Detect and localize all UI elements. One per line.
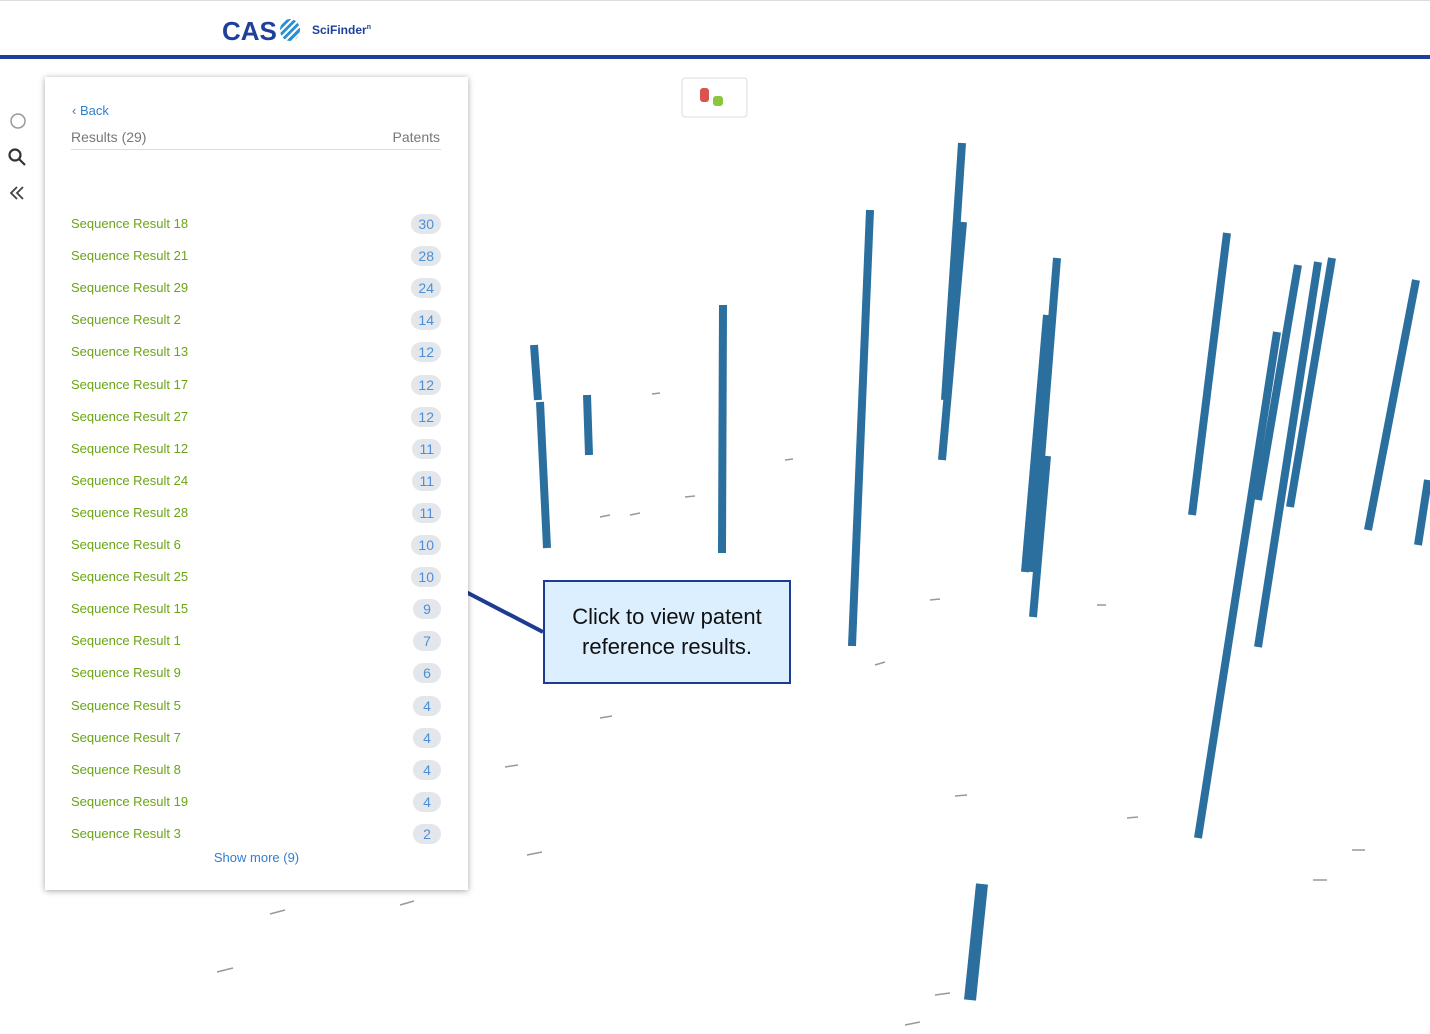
icon <box>713 96 723 106</box>
patent-count[interactable]: 11 <box>412 470 441 491</box>
patent-count[interactable]: 4 <box>413 791 441 812</box>
patent-count[interactable]: 4 <box>413 695 441 716</box>
patent-count[interactable]: 4 <box>413 759 441 780</box>
column-label: Patents <box>392 129 440 145</box>
header: CAS SciFindern <box>0 0 1430 59</box>
patent-count[interactable]: 9 <box>413 599 441 620</box>
result-row: Sequence Result 2 14 <box>71 308 441 332</box>
patent-count[interactable]: 10 <box>411 567 441 588</box>
result-name[interactable]: Sequence Result 2 <box>71 312 181 328</box>
result-name[interactable]: Sequence Result 9 <box>71 665 181 681</box>
patent-count[interactable]: 11 <box>412 438 441 459</box>
result-row: Sequence Result 25 10 <box>71 565 441 589</box>
result-name[interactable]: Sequence Result 6 <box>71 537 181 552</box>
patent-count[interactable]: 12 <box>411 342 441 363</box>
result-row: Sequence Result 6 10 <box>71 533 441 557</box>
result-name[interactable]: Sequence Result 17 <box>71 376 189 392</box>
result-row: Sequence Result 8 4 <box>71 758 441 782</box>
product-sup: n <box>366 24 371 31</box>
result-row: Sequence Result 19 4 <box>71 790 441 814</box>
result-name[interactable]: Sequence Result 1 <box>71 633 181 649</box>
patent-count[interactable]: 2 <box>413 823 441 844</box>
patent-count[interactable]: 12 <box>411 374 441 395</box>
result-name[interactable]: Sequence Result 25 <box>71 569 189 585</box>
base-marks <box>216 392 1365 1026</box>
result-name[interactable]: Sequence Result 13 <box>71 344 189 360</box>
callout: Click to view patent reference results. <box>543 580 791 684</box>
result-row: Sequence Result 28 11 <box>71 501 441 525</box>
result-row: Sequence Result 29 24 <box>71 276 441 300</box>
result-name[interactable]: Sequence Result 7 <box>71 729 181 745</box>
brand: CAS <box>222 16 277 46</box>
patent-count[interactable]: 11 <box>412 502 441 523</box>
result-name[interactable]: Sequence Result 24 <box>71 472 189 488</box>
result-name[interactable]: Sequence Result 18 <box>71 216 189 231</box>
patent-count[interactable]: 24 <box>411 278 441 299</box>
bars <box>530 142 1430 1001</box>
patent-count[interactable]: 14 <box>411 310 441 331</box>
result-row: Sequence Result 3 2 <box>71 822 441 846</box>
result-name[interactable]: Sequence Result 5 <box>71 697 181 713</box>
icon <box>700 88 709 102</box>
patent-count[interactable]: 4 <box>413 727 441 748</box>
result-name[interactable]: Sequence Result 29 <box>71 280 189 296</box>
back-link[interactable]: ‹ Back <box>72 103 109 118</box>
patent-count[interactable]: 6 <box>413 663 441 684</box>
callout-text: Click to view patent reference results. <box>572 604 762 659</box>
result-row: Sequence Result 21 28 <box>71 244 441 268</box>
patent-count[interactable]: 28 <box>411 246 441 267</box>
result-name[interactable]: Sequence Result 8 <box>71 761 181 777</box>
patent-count[interactable]: 12 <box>411 406 441 427</box>
molecule-tool[interactable] <box>10 113 26 129</box>
patent-count[interactable]: 30 <box>411 214 441 234</box>
product-name: SciFinder <box>312 23 367 37</box>
back-text: Back <box>79 103 109 118</box>
result-row: Sequence Result 13 12 <box>71 340 441 364</box>
result-name[interactable]: Sequence Result 28 <box>71 504 189 520</box>
result-name[interactable]: Sequence Result 19 <box>71 793 189 809</box>
result-row: Sequence Result 15 9 <box>71 597 441 621</box>
patent-count[interactable]: 7 <box>413 631 441 652</box>
collapse-tool[interactable] <box>9 186 24 200</box>
result-row: Sequence Result 12 11 <box>71 437 441 461</box>
show-more[interactable]: Show more (9) <box>213 850 300 865</box>
result-row: Sequence Result 5 4 <box>71 694 441 718</box>
divider <box>71 149 441 150</box>
result-row: Sequence Result 9 6 <box>71 661 441 685</box>
result-name[interactable]: Sequence Result 27 <box>71 408 189 424</box>
result-name[interactable]: Sequence Result 3 <box>71 825 181 841</box>
result-row: Sequence Result 1 7 <box>71 629 441 653</box>
result-name[interactable]: Sequence Result 15 <box>71 601 189 617</box>
result-row: Sequence Result 7 4 <box>71 726 441 750</box>
search-tool[interactable] <box>8 148 26 166</box>
logo-mark <box>280 19 300 41</box>
results-label: Results (29) <box>71 129 147 145</box>
result-row: Sequence Result 24 11 <box>71 469 441 493</box>
result-row: Sequence Result 27 12 <box>71 405 441 429</box>
product: SciFindern <box>312 23 371 37</box>
result-row: Sequence Result 18 30 <box>71 212 441 236</box>
results-panel: ‹ Back Results (29) Patents Sequence Res… <box>45 77 468 890</box>
patent-count[interactable]: 10 <box>411 535 441 555</box>
result-name[interactable]: Sequence Result 21 <box>71 248 189 264</box>
result-name[interactable]: Sequence Result 12 <box>71 440 189 456</box>
result-row: Sequence Result 17 12 <box>71 373 441 397</box>
